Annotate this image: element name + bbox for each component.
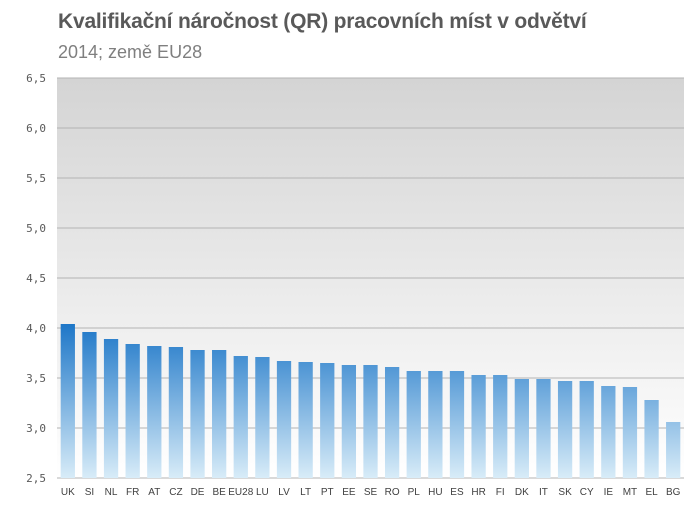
x-tick-label: DE <box>191 487 205 498</box>
bar-se <box>363 365 378 478</box>
bar-mt <box>622 387 638 478</box>
x-tick-label: IE <box>604 487 614 498</box>
x-tick-label: LU <box>256 487 269 498</box>
y-tick-label: 3,0 <box>26 422 46 435</box>
x-tick-label: HR <box>471 487 485 498</box>
x-tick-label: RO <box>385 487 400 498</box>
y-tick-label: 4,5 <box>26 272 46 285</box>
x-tick-label: NL <box>105 487 118 498</box>
bar-fi <box>493 375 508 478</box>
bar-es <box>449 371 465 478</box>
bar-it <box>536 379 551 478</box>
x-tick-label: CZ <box>169 487 182 498</box>
chart-title: Kvalifikační náročnost (QR) pracovních m… <box>58 10 587 33</box>
bar-si <box>82 332 97 478</box>
x-tick-label: EU28 <box>228 487 253 498</box>
y-axis-ticks: 2,5 3,0 3,5 4,0 4,5 5,0 5,5 6,0 6,5 <box>26 72 46 485</box>
x-tick-label: FI <box>496 487 505 498</box>
bar-hu <box>428 371 443 478</box>
x-tick-label: SK <box>558 487 572 498</box>
bar-be <box>212 350 227 478</box>
y-tick-label: 3,5 <box>26 372 46 385</box>
x-tick-label: CY <box>580 487 594 498</box>
y-tick-label: 5,5 <box>26 172 46 185</box>
bar-uk <box>60 324 75 478</box>
bar-ie <box>601 386 616 478</box>
x-tick-label: EL <box>645 487 658 498</box>
chart-subtitle: 2014; země EU28 <box>58 42 203 62</box>
bars <box>60 324 681 478</box>
x-tick-label: BE <box>212 487 226 498</box>
x-tick-label: LV <box>278 487 290 498</box>
bar-at <box>147 346 162 478</box>
bar-lv <box>276 361 292 478</box>
x-tick-label: BG <box>666 487 681 498</box>
bar-pl <box>406 371 421 478</box>
bar-eu28 <box>233 356 248 478</box>
x-axis-ticks: UK SI NL FR AT CZ DE BE EU28 LU LV LT PT EE SE RO PL HU ES… <box>61 487 681 498</box>
x-tick-label: FR <box>126 487 139 498</box>
y-tick-label: 2,5 <box>26 472 46 485</box>
bar-cz <box>168 347 184 478</box>
y-tick-label: 6,5 <box>26 72 46 85</box>
bar-dk <box>514 379 529 478</box>
bar-cy <box>579 381 594 478</box>
y-tick-label: 6,0 <box>26 122 46 135</box>
x-tick-label: AT <box>148 487 160 498</box>
bar-bg <box>666 422 681 478</box>
x-tick-label: SI <box>85 487 94 498</box>
bar-lu <box>255 357 270 478</box>
x-tick-label: IT <box>539 487 548 498</box>
x-tick-label: ES <box>450 487 464 498</box>
x-tick-label: MT <box>623 487 637 498</box>
bar-pt <box>320 363 335 478</box>
bar-ee <box>341 365 357 478</box>
x-tick-label: LT <box>300 487 311 498</box>
bar-lt <box>298 362 313 478</box>
x-tick-label: DK <box>515 487 529 498</box>
x-tick-label: PT <box>321 487 334 498</box>
x-tick-label: PL <box>408 487 421 498</box>
bar-hr <box>471 375 486 478</box>
bar-ro <box>384 367 400 478</box>
y-tick-label: 4,0 <box>26 322 46 335</box>
bar-fr <box>125 344 140 478</box>
y-tick-label: 5,0 <box>26 222 46 235</box>
bar-nl <box>103 339 119 478</box>
bar-el <box>644 400 659 478</box>
bar-de <box>190 350 205 478</box>
x-tick-label: HU <box>428 487 442 498</box>
bar-sk <box>557 381 573 478</box>
x-tick-label: UK <box>61 487 75 498</box>
x-tick-label: EE <box>342 487 356 498</box>
gridlines <box>57 77 684 479</box>
x-tick-label: SE <box>364 487 378 498</box>
